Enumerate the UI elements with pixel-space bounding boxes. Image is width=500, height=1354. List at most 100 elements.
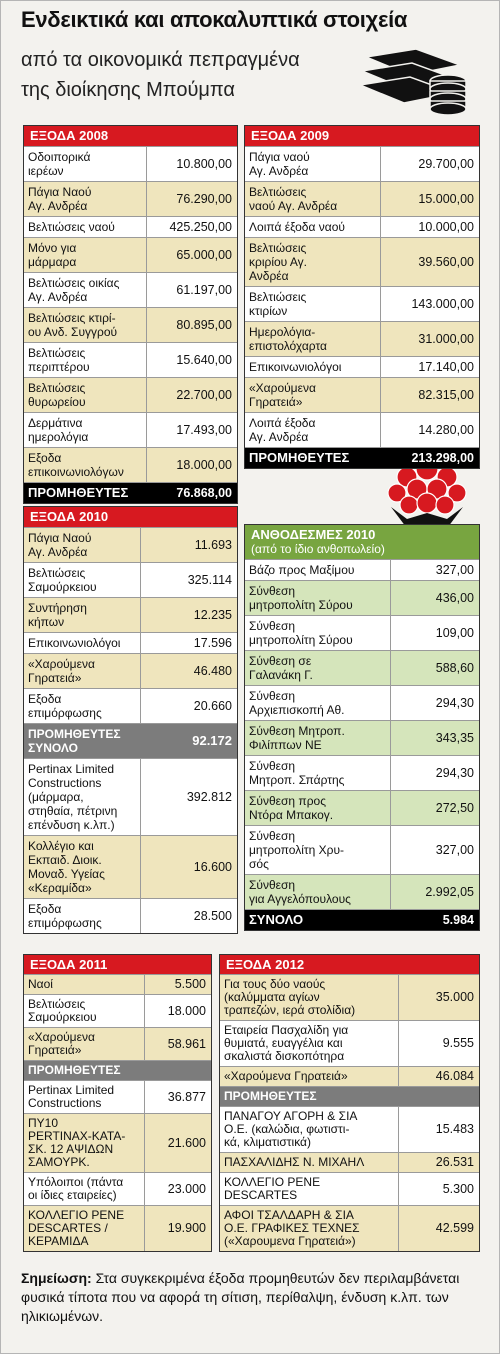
- table-title: ΑΝΘΟΔΕΣΜΕΣ 2010: [251, 527, 376, 542]
- cell-value: 23.000: [144, 1173, 211, 1205]
- cell-label: Σύνθεση Αρχιεπισκοπή Αθ.: [249, 689, 345, 717]
- cell-value: 109,00: [390, 616, 479, 650]
- table-row: Βελτιώσεις Σαμούρκειου 18.000: [24, 994, 211, 1027]
- table-total: ΣΥΝΟΛΟ 5.984: [245, 909, 479, 930]
- cell-label: Σύνθεση μητροπολίτη Χρυ- σός: [249, 829, 345, 871]
- table-row: Κολλέγιο και Εκπαιδ. Διοικ. Μοναδ. Υγεία…: [24, 835, 237, 898]
- cell-label: Πάγια Ναού Αγ. Ανδρέα: [28, 531, 92, 559]
- cell-value: 588,60: [390, 651, 479, 685]
- cell-value: 17.140,00: [380, 357, 479, 377]
- cell-label: Βελτιώσεις Σαμούρκειου: [28, 997, 97, 1024]
- cell-label: Μόνο για μάρμαρα: [28, 241, 77, 269]
- cell-value: 5.300: [398, 1173, 479, 1205]
- cell-value: 2.992,05: [390, 875, 479, 909]
- table-header: ΑΝΘΟΔΕΣΜΕΣ 2010 (από το ίδιο ανθοπωλείο): [245, 525, 479, 559]
- table-row: «Χαρούμενα Γηρατειά» 58.961: [24, 1027, 211, 1060]
- cell-value: 143.000,00: [380, 287, 479, 321]
- cell-value: 61.197,00: [146, 273, 237, 307]
- cell-value: 294,30: [390, 686, 479, 720]
- table-row: Βελτιώσεις Σαμούρκειου 325.114: [24, 562, 237, 597]
- group-heading: ΠΡΟΜΗΘΕΥΤΕΣ: [24, 1060, 211, 1080]
- table-row: «Χαρούμενα Γηρατειά» 46.480: [24, 653, 237, 688]
- table-title: ΕΞΟΔΑ 2010: [30, 509, 109, 524]
- cell-value: 15.640,00: [146, 343, 237, 377]
- table-row: Σύνθεση μητροπολίτη Σύρου 109,00: [245, 615, 479, 650]
- cell-label: Εξοδα επικοινωνιολόγων: [28, 451, 124, 479]
- cell-label: «Χαρούμενα Γηρατειά»: [224, 1069, 348, 1083]
- cell-value: 294,30: [390, 756, 479, 790]
- cell-value: 12.235: [140, 598, 237, 632]
- cell-value: 425.250,00: [146, 217, 237, 237]
- table-flowers-2010: ΑΝΘΟΔΕΣΜΕΣ 2010 (από το ίδιο ανθοπωλείο) Β…: [244, 524, 480, 931]
- table-row: ΠΑΣΧΑΛΙΔΗΣ Ν. ΜΙΧΑΗΛ 26.531: [220, 1152, 479, 1172]
- cell-label: Σύνθεση Μητροπ. Φιλίππων ΝΕ: [249, 724, 345, 752]
- cell-label: Βάζο προς Μαξίμου: [249, 563, 355, 577]
- cell-value: [399, 1087, 479, 1106]
- table-title: ΕΞΟΔΑ 2012: [226, 957, 305, 972]
- cell-label: «Χαρούμενα Γηρατειά»: [28, 657, 95, 685]
- money-icon: [357, 48, 467, 116]
- table-row: ΚΟΛΛΕΓΙΟ ΡΕΝΕ DESCARTES 5.300: [220, 1172, 479, 1205]
- table-header: ΕΞΟΔΑ 2008: [24, 126, 237, 146]
- table-row: Μόνο για μάρμαρα 65.000,00: [24, 237, 237, 272]
- cell-label: Βελτιώσεις οικίας Αγ. Ανδρέα: [28, 276, 120, 304]
- table-row: Δερμάτινα ημερολόγια 17.493,00: [24, 412, 237, 447]
- table-row: Εξοδα επιμόρφωσης 20.660: [24, 688, 237, 723]
- cell-value: 36.877: [144, 1081, 211, 1113]
- cell-label: Βελτιώσεις κτιρί- ου Ανδ. Συγγρού: [28, 311, 118, 339]
- cell-value: 327,00: [390, 826, 479, 874]
- table-row: Σύνθεση Μητροπ. Σπάρτης 294,30: [245, 755, 479, 790]
- table-2009: ΕΞΟΔΑ 2009 Πάγια ναού Αγ. Ανδρέα 29.700,00…: [244, 125, 480, 469]
- cell-value: 18.000: [144, 995, 211, 1027]
- cell-label: «Χαρούμενα Γηρατειά»: [249, 381, 316, 409]
- cell-label: Πάγια Ναού Αγ. Ανδρέα: [28, 185, 92, 213]
- title: Ενδεικτικά και αποκαλυπτικά στοιχεία: [21, 7, 408, 32]
- cell-label: Βελτιώσεις Σαμούρκειου: [28, 566, 97, 594]
- cell-label: Ναοί: [28, 977, 53, 991]
- cell-value: 17.493,00: [146, 413, 237, 447]
- cell-value: 19.900: [144, 1206, 211, 1251]
- table-row: Πάγια Ναού Αγ. Ανδρέα 76.290,00: [24, 181, 237, 216]
- group-heading: ΠΡΟΜΗΘΕΥΤΕΣ ΣΥΝΟΛΟ 92.172: [24, 723, 237, 758]
- table-row: Pertinax Limited Constructions (μάρμαρα,…: [24, 758, 237, 835]
- table-title: ΕΞΟΔΑ 2011: [30, 957, 108, 972]
- table-row: ΠΑΝΑΓΟΥ ΑΓΟΡΗ & ΣΙΑ Ο.Ε. (καλώδια, φωτισ…: [220, 1106, 479, 1152]
- cell-label: Βελτιώσεις κριρίου Αγ. Ανδρέα: [249, 241, 308, 283]
- cell-label: Ημερολόγια- επιστολόχαρτα: [249, 325, 327, 353]
- cell-value: 26.531: [398, 1153, 479, 1172]
- cell-label: Επικοινωνιολόγοι: [28, 636, 121, 650]
- table-title: ΕΞΟΔΑ 2008: [30, 128, 109, 143]
- table-2010: ΕΞΟΔΑ 2010 Πάγια Ναού Αγ. Ανδρέα 11.693 Βελ…: [23, 506, 238, 934]
- cell-value: 15.000,00: [380, 182, 479, 216]
- cell-value: 392.812: [140, 759, 237, 835]
- cell-label: Βελτιώσεις περιπτέρου: [28, 346, 90, 374]
- cell-label: Εταιρεία Πασχαλίδη για θυμιατά, ευαγγέλι…: [224, 1023, 349, 1063]
- cell-value: 92.172: [140, 724, 237, 758]
- cell-value: 327,00: [390, 560, 479, 580]
- table-title: ΕΞΟΔΑ 2009: [251, 128, 330, 143]
- table-row: Βελτιώσεις κριρίου Αγ. Ανδρέα 39.560,00: [245, 237, 479, 286]
- table-row: Βελτιώσεις ναού 425.250,00: [24, 216, 237, 237]
- cell-value: 28.500: [140, 899, 237, 933]
- group-heading: ΠΡΟΜΗΘΕΥΤΕΣ: [220, 1086, 479, 1106]
- cell-label: Βελτιώσεις κτιρίων: [249, 290, 307, 318]
- cell-value: 65.000,00: [146, 238, 237, 272]
- cell-label: Σύνθεση Μητροπ. Σπάρτης: [249, 759, 345, 787]
- cell-value: 10.800,00: [146, 147, 237, 181]
- cell-value: 82.315,00: [380, 378, 479, 412]
- cell-value: 76.868,00: [146, 483, 237, 503]
- cell-value: 29.700,00: [380, 147, 479, 181]
- table-2008: ΕΞΟΔΑ 2008 Οδοιπορικά ιερέων 10.800,00 Πάγι…: [23, 125, 238, 504]
- cell-label: Συντήρηση κήπων: [28, 601, 87, 629]
- cell-label: ΠΥ10 PERTINAX-ΚΑΤΑ- ΣΚ. 12 ΑΨΙΔΩΝ ΣΑΜΟΥΡ…: [28, 1116, 126, 1169]
- cell-label: Βελτιώσεις θυρωρείου: [28, 381, 86, 409]
- cell-value: 21.600: [144, 1114, 211, 1172]
- cell-label: ΠΑΣΧΑΛΙΔΗΣ Ν. ΜΙΧΑΗΛ: [224, 1155, 365, 1169]
- table-row: Σύνθεση προς Ντόρα Μπακογ. 272,50: [245, 790, 479, 825]
- cell-label: Για τους δύο ναούς (καλύμματα αγίων τραπ…: [224, 977, 356, 1017]
- table-2012: ΕΞΟΔΑ 2012 Για τους δύο ναούς (καλύμματα …: [219, 954, 480, 1252]
- table-row: «Χαρούμενα Γηρατειά» 82.315,00: [245, 377, 479, 412]
- cell-label: Σύνθεση μητροπολίτη Σύρου: [249, 619, 353, 647]
- table-row: Σύνθεση Αρχιεπισκοπή Αθ. 294,30: [245, 685, 479, 720]
